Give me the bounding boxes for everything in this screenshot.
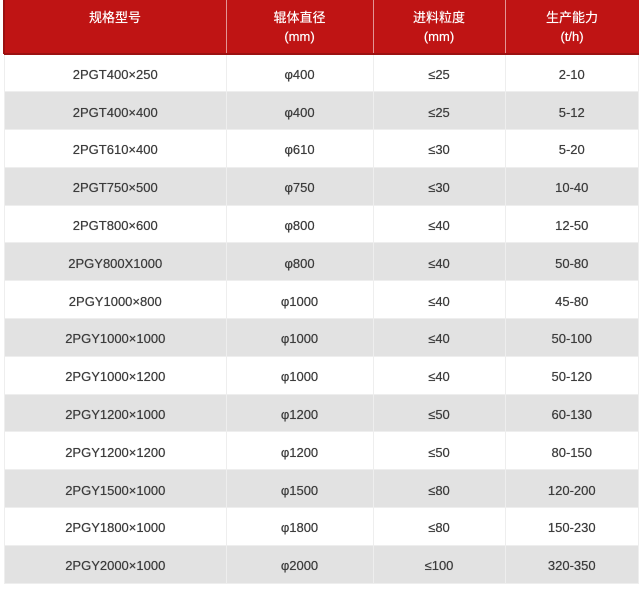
- column-header-label: 生产能力: [545, 10, 598, 25]
- table-cell: φ1000: [225, 280, 373, 320]
- table-cell: φ400: [225, 54, 373, 93]
- table-header: 规格型号 辊体直径 (mm) 进料粒度 (mm) 生产能力 (t/h): [4, 0, 639, 55]
- column-header-unit: (t/h): [560, 29, 584, 44]
- table-row: 2PGT610×400 φ610 ≤30 5-20: [4, 129, 639, 168]
- table-row: 2PGY800X1000 φ800 ≤40 50-80: [4, 242, 639, 282]
- table-cell: 80-150: [504, 431, 639, 471]
- table-row: 2PGT750×500 φ750 ≤30 10-40: [4, 167, 639, 206]
- column-header-2: 辊体直径 (mm): [225, 0, 373, 55]
- table-cell: 60-130: [504, 394, 639, 433]
- table-cell: ≤40: [372, 318, 505, 357]
- table-cell: φ1500: [225, 469, 373, 509]
- table-cell: ≤100: [372, 545, 505, 584]
- column-header-unit: (mm): [284, 29, 315, 44]
- table-cell: ≤40: [372, 356, 505, 395]
- table-row: 2PGY2000×1000 φ2000 ≤100 320-350: [4, 545, 639, 584]
- table-cell: φ1000: [225, 356, 373, 395]
- table-cell: 2PGT800×600: [4, 205, 226, 244]
- table-cell: 50-100: [504, 318, 639, 357]
- table-cell: φ1200: [225, 394, 373, 433]
- table-row: 2PGY1000×1200 φ1000 ≤40 50-120: [4, 356, 639, 395]
- table-cell: 320-350: [504, 545, 639, 584]
- table-row: 2PGY1200×1200 φ1200 ≤50 80-150: [4, 431, 639, 471]
- column-header-unit: (mm): [423, 29, 455, 44]
- table-body: 2PGT400×250 φ400 ≤25 2-10 2PGT400×400 φ400 ≤25…: [4, 54, 639, 584]
- table-cell: φ1800: [225, 507, 373, 546]
- table-row: 2PGY1000×800 φ1000 ≤40 45-80: [4, 280, 639, 320]
- table-cell: φ1200: [225, 431, 373, 471]
- table-cell: φ610: [225, 129, 373, 168]
- table-cell: 2PGT750×500: [4, 167, 226, 206]
- table-cell: 2PGY1200×1000: [4, 394, 226, 433]
- table-cell: 120-200: [504, 469, 639, 509]
- table-cell: φ800: [225, 242, 373, 282]
- table-cell: 2PGT610×400: [4, 129, 226, 168]
- table-cell: φ750: [225, 167, 373, 206]
- table-cell: 2PGY1000×1000: [4, 318, 226, 357]
- table-cell: ≤25: [372, 54, 505, 93]
- table-cell: 2-10: [504, 54, 639, 93]
- table-cell: 2PGY800X1000: [4, 242, 226, 282]
- table-cell: ≤40: [372, 205, 505, 244]
- table-cell: 2PGY1800×1000: [4, 507, 226, 546]
- table-cell: 12-50: [504, 205, 639, 244]
- table-cell: 50-80: [504, 242, 639, 282]
- table-cell: 2PGY1000×1200: [4, 356, 226, 395]
- column-header-label: 辊体直径: [273, 10, 326, 25]
- table-cell: φ1000: [225, 318, 373, 357]
- column-header-4: 生产能力 (t/h): [504, 0, 639, 55]
- table-cell: 45-80: [504, 280, 639, 320]
- column-header-1: 规格型号: [4, 0, 226, 55]
- table-row: 2PGT400×400 φ400 ≤25 5-12: [4, 91, 639, 131]
- table-row: 2PGY1500×1000 φ1500 ≤80 120-200: [4, 469, 639, 509]
- table-cell: φ800: [225, 205, 373, 244]
- table-cell: ≤50: [372, 431, 505, 471]
- table-cell: φ2000: [225, 545, 373, 584]
- table-cell: 2PGY1000×800: [4, 280, 226, 320]
- column-header-label: 进料粒度: [412, 10, 465, 25]
- table-cell: 2PGT400×250: [4, 54, 226, 93]
- header-row: 规格型号 辊体直径 (mm) 进料粒度 (mm) 生产能力 (t/h): [4, 0, 639, 55]
- table-cell: φ400: [225, 91, 373, 131]
- table-cell: 2PGY2000×1000: [4, 545, 226, 584]
- table-row: 2PGY1800×1000 φ1800 ≤80 150-230: [4, 507, 639, 546]
- table-cell: 2PGY1200×1200: [4, 431, 226, 471]
- table-cell: 5-20: [504, 129, 639, 168]
- table-cell: 10-40: [504, 167, 639, 206]
- table-cell: 2PGT400×400: [4, 91, 226, 131]
- table-cell: 150-230: [504, 507, 639, 546]
- table-cell: ≤50: [372, 394, 505, 433]
- table-cell: ≤80: [372, 469, 505, 509]
- table-cell: ≤30: [372, 167, 505, 206]
- table-row: 2PGY1000×1000 φ1000 ≤40 50-100: [4, 318, 639, 357]
- table-row: 2PGY1200×1000 φ1200 ≤50 60-130: [4, 394, 639, 433]
- table-cell: ≤40: [372, 242, 505, 282]
- table-cell: 5-12: [504, 91, 639, 131]
- table-cell: ≤25: [372, 91, 505, 131]
- specification-table: 规格型号 辊体直径 (mm) 进料粒度 (mm) 生产能力 (t/h) 2PGT400×25…: [4, 0, 639, 584]
- table-cell: ≤80: [372, 507, 505, 546]
- table-row: 2PGT400×250 φ400 ≤25 2-10: [4, 54, 639, 93]
- table-row: 2PGT800×600 φ800 ≤40 12-50: [4, 205, 639, 244]
- column-header-label: 规格型号: [88, 10, 141, 25]
- table-cell: 50-120: [504, 356, 639, 395]
- table-cell: ≤30: [372, 129, 505, 168]
- table-cell: ≤40: [372, 280, 505, 320]
- column-header-3: 进料粒度 (mm): [372, 0, 505, 55]
- table-cell: 2PGY1500×1000: [4, 469, 226, 509]
